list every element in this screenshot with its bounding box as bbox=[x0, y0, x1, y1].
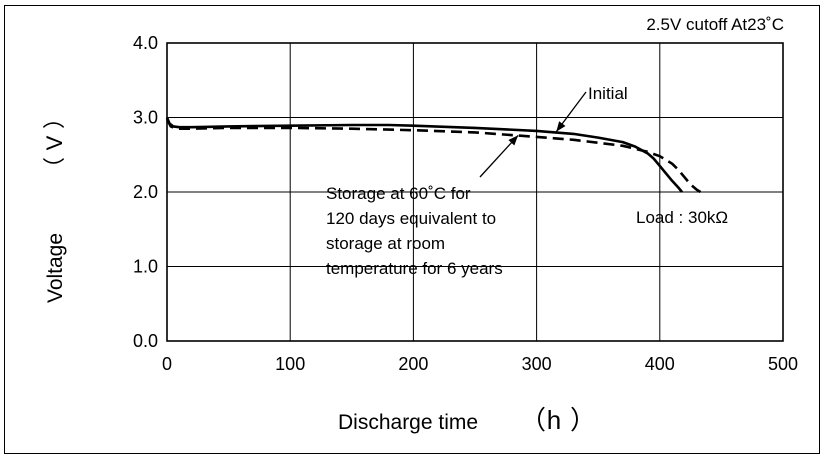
x-tick-label: 400 bbox=[645, 354, 675, 374]
y-tick-label: 0.0 bbox=[133, 331, 158, 351]
y-tick-label: 2.0 bbox=[133, 182, 158, 202]
x-tick-label: 0 bbox=[162, 354, 172, 374]
chart-frame bbox=[4, 5, 820, 454]
tick-labels: 0 100 200 300 400 500 0.0 1.0 2.0 3.0 4.0 bbox=[133, 33, 798, 374]
x-tick-label: 100 bbox=[275, 354, 305, 374]
y-axis-unit-open-paren: （ bbox=[42, 157, 67, 179]
load-label: Load : 30kΩ bbox=[636, 208, 728, 227]
y-axis-title: Voltage （ V ） bbox=[42, 107, 67, 303]
storage-label-line-4: temperature for 6 years bbox=[326, 259, 503, 278]
x-axis-title: Discharge time （ h ） bbox=[338, 405, 596, 435]
y-tick-label: 3.0 bbox=[133, 108, 158, 128]
x-tick-label: 300 bbox=[522, 354, 552, 374]
y-tick-label: 1.0 bbox=[133, 257, 158, 277]
y-axis-unit-close-paren: ） bbox=[42, 107, 67, 129]
y-tick-label: 4.0 bbox=[133, 33, 158, 53]
storage-label: Storage at 60˚C for 120 days equivalent … bbox=[326, 184, 503, 278]
y-axis-label: Voltage bbox=[44, 233, 67, 303]
grid-lines bbox=[166, 42, 784, 342]
x-tick-label: 500 bbox=[768, 354, 798, 374]
series-group bbox=[165, 117, 702, 194]
y-axis-unit: V bbox=[42, 135, 67, 150]
storage-label-line-3: storage at room bbox=[326, 234, 445, 253]
plot-area-border bbox=[166, 42, 784, 342]
storage-series-line bbox=[165, 118, 702, 194]
x-axis-label: Discharge time bbox=[338, 411, 478, 434]
storage-label-line-2: 120 days equivalent to bbox=[326, 209, 496, 228]
x-axis-unit-close-paren: ） bbox=[570, 405, 596, 435]
initial-series-line bbox=[165, 117, 684, 193]
x-axis-unit: h bbox=[547, 405, 561, 435]
x-tick-label: 200 bbox=[398, 354, 428, 374]
storage-leader-arrowhead bbox=[508, 135, 519, 146]
initial-leader-arrowhead bbox=[556, 121, 566, 132]
x-axis-unit-open-paren: （ bbox=[520, 405, 546, 435]
initial-label: Initial bbox=[588, 84, 628, 103]
condition-label: 2.5V cutoff At23˚C bbox=[646, 15, 784, 34]
storage-label-line-1: Storage at 60˚C for bbox=[326, 184, 471, 203]
annotation-leaders bbox=[479, 91, 587, 178]
